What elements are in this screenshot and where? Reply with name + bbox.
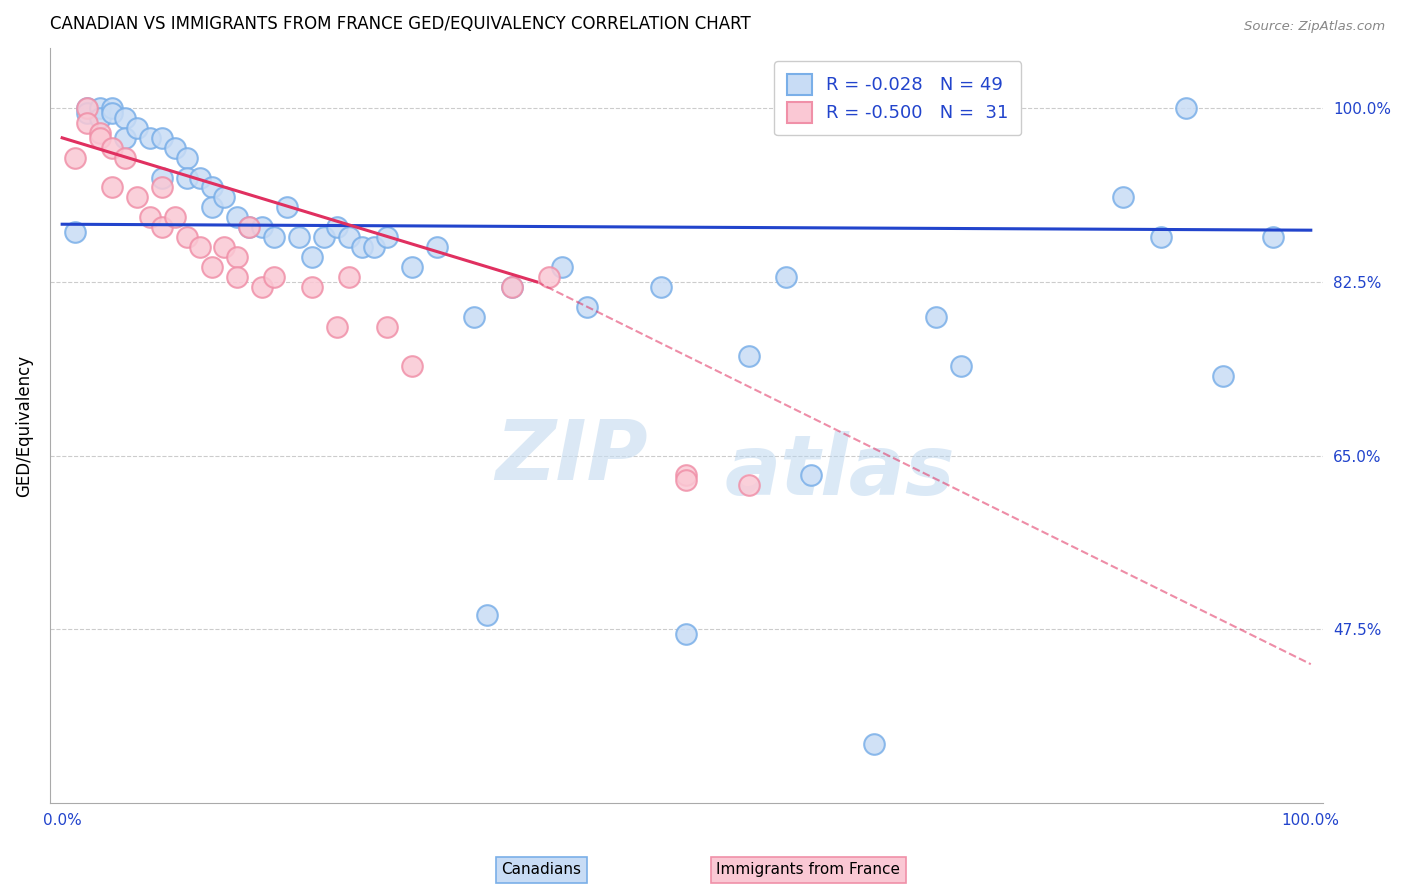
Point: [89, 126, 111, 140]
Point: [738, 478, 761, 492]
Text: Canadians: Canadians: [502, 863, 581, 877]
Point: [463, 310, 485, 324]
Point: [188, 240, 211, 254]
Point: [226, 269, 249, 284]
Point: [337, 269, 360, 284]
Point: [326, 319, 349, 334]
Point: [675, 627, 697, 641]
Point: [250, 280, 273, 294]
Point: [101, 141, 124, 155]
Point: [650, 280, 672, 294]
Point: [114, 131, 136, 145]
Point: [114, 111, 136, 125]
Point: [150, 180, 173, 194]
Point: [401, 260, 423, 274]
Point: [314, 230, 336, 244]
Point: [337, 230, 360, 244]
Point: [575, 300, 598, 314]
Point: [238, 220, 260, 235]
Text: atlas: atlas: [724, 431, 955, 512]
Point: [101, 180, 124, 194]
Point: [63, 225, 86, 239]
Point: [1212, 369, 1234, 384]
Text: CANADIAN VS IMMIGRANTS FROM FRANCE GED/EQUIVALENCY CORRELATION CHART: CANADIAN VS IMMIGRANTS FROM FRANCE GED/E…: [49, 15, 751, 33]
Point: [538, 269, 561, 284]
Point: [738, 349, 761, 363]
Point: [226, 211, 249, 225]
Point: [138, 131, 160, 145]
Point: [101, 101, 124, 115]
Point: [288, 230, 311, 244]
Point: [201, 180, 224, 194]
Y-axis label: GED/Equivalency: GED/Equivalency: [15, 355, 32, 497]
Point: [76, 101, 98, 115]
Point: [1112, 190, 1135, 204]
Point: [375, 319, 398, 334]
Legend: R = -0.028   N = 49, R = -0.500   N =  31: R = -0.028 N = 49, R = -0.500 N = 31: [773, 62, 1021, 136]
Point: [76, 106, 98, 120]
Point: [301, 280, 323, 294]
Point: [188, 170, 211, 185]
Point: [363, 240, 385, 254]
Point: [276, 200, 298, 214]
Point: [1174, 101, 1197, 115]
Point: [138, 211, 160, 225]
Point: [63, 151, 86, 165]
Point: [326, 220, 349, 235]
Point: [89, 111, 111, 125]
Point: [201, 200, 224, 214]
Point: [250, 220, 273, 235]
Point: [1263, 230, 1285, 244]
Point: [163, 211, 186, 225]
Point: [176, 151, 198, 165]
Point: [350, 240, 373, 254]
Point: [163, 141, 186, 155]
Point: [125, 190, 148, 204]
Point: [475, 607, 498, 622]
Point: [176, 170, 198, 185]
Text: ZIP: ZIP: [496, 416, 648, 497]
Point: [76, 116, 98, 130]
Point: [125, 120, 148, 135]
Point: [176, 230, 198, 244]
Point: [89, 101, 111, 115]
Point: [800, 468, 823, 483]
Point: [501, 280, 523, 294]
Point: [150, 131, 173, 145]
Point: [150, 220, 173, 235]
Text: Source: ZipAtlas.com: Source: ZipAtlas.com: [1244, 20, 1385, 33]
Point: [1150, 230, 1173, 244]
Point: [550, 260, 572, 274]
Point: [214, 190, 236, 204]
Point: [150, 170, 173, 185]
Point: [238, 220, 260, 235]
Point: [263, 269, 285, 284]
Point: [214, 240, 236, 254]
Point: [925, 310, 948, 324]
Point: [89, 131, 111, 145]
Point: [675, 468, 697, 483]
Point: [263, 230, 285, 244]
Point: [426, 240, 449, 254]
Point: [775, 269, 797, 284]
Point: [675, 474, 697, 488]
Point: [401, 359, 423, 374]
Point: [226, 250, 249, 264]
Point: [862, 737, 884, 751]
Point: [501, 280, 523, 294]
Point: [301, 250, 323, 264]
Text: Immigrants from France: Immigrants from France: [717, 863, 900, 877]
Point: [201, 260, 224, 274]
Point: [76, 101, 98, 115]
Point: [950, 359, 973, 374]
Point: [114, 151, 136, 165]
Point: [101, 106, 124, 120]
Point: [375, 230, 398, 244]
